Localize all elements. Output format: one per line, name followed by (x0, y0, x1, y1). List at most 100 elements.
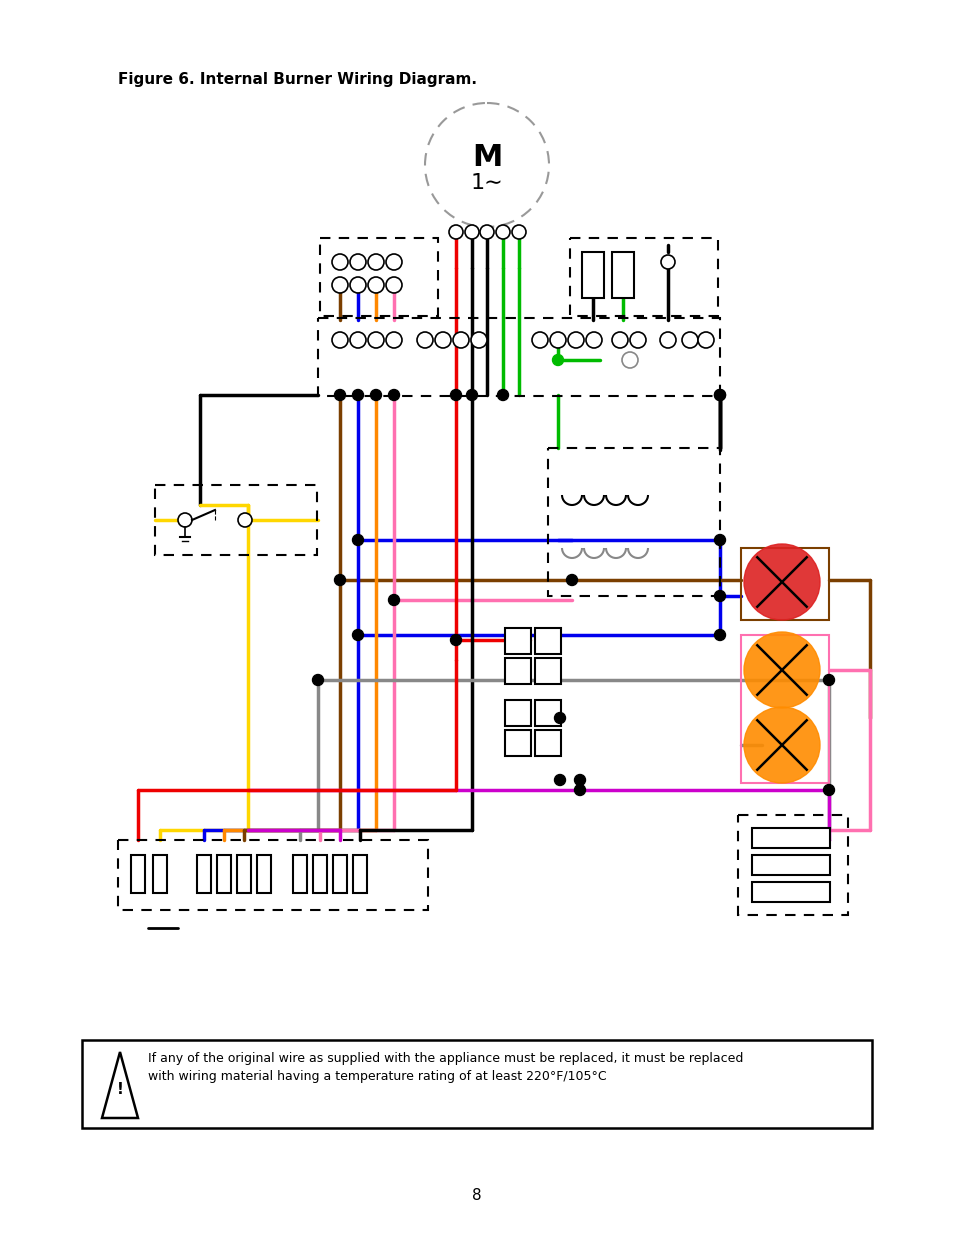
Circle shape (660, 254, 675, 269)
Circle shape (178, 513, 192, 527)
Circle shape (388, 594, 399, 605)
Bar (535, 730, 560, 756)
Circle shape (532, 332, 547, 348)
Circle shape (466, 389, 477, 400)
Bar (751, 855, 829, 876)
Circle shape (368, 332, 384, 348)
Circle shape (237, 513, 252, 527)
Bar (353, 855, 367, 893)
Circle shape (352, 535, 363, 546)
Bar (118, 840, 428, 910)
Bar (535, 700, 560, 726)
Circle shape (332, 277, 348, 293)
Circle shape (471, 332, 486, 348)
Bar (154, 485, 316, 555)
Bar (504, 730, 531, 756)
Text: Figure 6. Internal Burner Wiring Diagram.: Figure 6. Internal Burner Wiring Diagram… (118, 72, 476, 86)
Circle shape (386, 277, 401, 293)
Circle shape (554, 713, 565, 724)
Circle shape (332, 254, 348, 270)
Circle shape (621, 352, 638, 368)
Text: 8: 8 (472, 1188, 481, 1203)
Bar (317, 317, 720, 396)
Circle shape (435, 332, 451, 348)
Bar (196, 855, 211, 893)
Circle shape (552, 354, 563, 366)
Bar (751, 827, 829, 848)
Bar (612, 252, 634, 298)
Circle shape (479, 225, 494, 240)
Bar (504, 629, 531, 655)
Circle shape (370, 389, 381, 400)
Bar (547, 448, 720, 597)
Circle shape (714, 590, 724, 601)
Bar (82, 1040, 871, 1128)
Circle shape (416, 332, 433, 348)
Circle shape (368, 277, 384, 293)
Polygon shape (102, 1052, 138, 1118)
Circle shape (714, 389, 724, 400)
Circle shape (335, 389, 345, 400)
Bar (216, 855, 231, 893)
Circle shape (424, 103, 548, 227)
Circle shape (352, 630, 363, 641)
Circle shape (681, 332, 698, 348)
Circle shape (659, 332, 676, 348)
Circle shape (574, 784, 585, 795)
Circle shape (453, 332, 469, 348)
Circle shape (714, 389, 724, 400)
Bar (504, 658, 531, 684)
Circle shape (350, 332, 366, 348)
Circle shape (714, 535, 724, 546)
Circle shape (512, 225, 525, 240)
Bar (740, 548, 828, 620)
Circle shape (574, 774, 585, 785)
Bar (740, 635, 828, 783)
Bar (236, 855, 251, 893)
Bar (319, 238, 437, 316)
Circle shape (566, 574, 577, 585)
Circle shape (335, 574, 345, 585)
Circle shape (567, 332, 583, 348)
Circle shape (496, 225, 510, 240)
Circle shape (352, 389, 363, 400)
Circle shape (743, 632, 820, 708)
Circle shape (449, 225, 462, 240)
Text: !: ! (116, 1083, 123, 1098)
Circle shape (612, 332, 627, 348)
Circle shape (350, 254, 366, 270)
Circle shape (743, 706, 820, 783)
Bar (535, 658, 560, 684)
Circle shape (313, 674, 323, 685)
Circle shape (464, 225, 478, 240)
Circle shape (388, 389, 399, 400)
Bar (738, 815, 847, 915)
Circle shape (743, 543, 820, 620)
Circle shape (450, 389, 461, 400)
Circle shape (350, 277, 366, 293)
Bar (751, 882, 829, 902)
Bar (333, 855, 347, 893)
Circle shape (497, 389, 508, 400)
Circle shape (698, 332, 713, 348)
Circle shape (550, 332, 565, 348)
Circle shape (585, 332, 601, 348)
Bar (256, 855, 271, 893)
Bar (581, 252, 603, 298)
Text: If any of the original wire as supplied with the appliance must be replaced, it : If any of the original wire as supplied … (148, 1052, 742, 1083)
Circle shape (368, 254, 384, 270)
Bar (504, 700, 531, 726)
Bar (313, 855, 327, 893)
Circle shape (450, 635, 461, 646)
Bar (535, 629, 560, 655)
Bar (293, 855, 307, 893)
Bar (152, 855, 167, 893)
Bar (569, 238, 718, 316)
Circle shape (554, 774, 565, 785)
Circle shape (822, 674, 834, 685)
Circle shape (332, 332, 348, 348)
Circle shape (822, 784, 834, 795)
Circle shape (386, 332, 401, 348)
Circle shape (629, 332, 645, 348)
Text: M: M (472, 142, 501, 172)
